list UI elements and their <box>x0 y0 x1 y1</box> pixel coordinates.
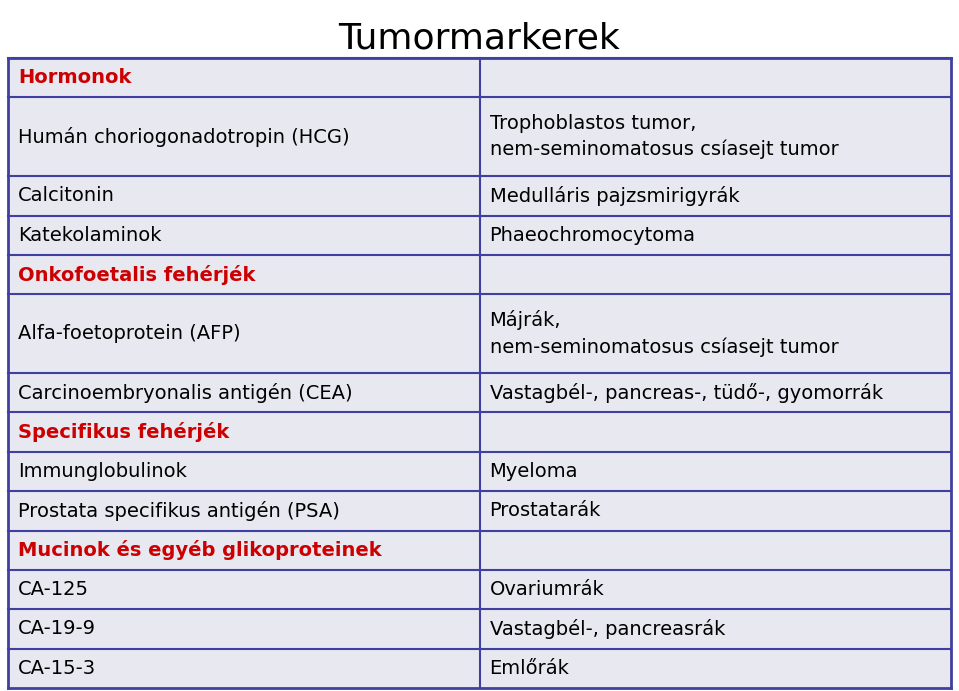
Text: Ovariumrák: Ovariumrák <box>489 580 604 599</box>
Text: Vastagbél-, pancreasrák: Vastagbél-, pancreasrák <box>489 619 725 639</box>
Text: CA-19-9: CA-19-9 <box>18 619 96 638</box>
Text: Májrák,
nem-seminomatosus csíasejt tumor: Májrák, nem-seminomatosus csíasejt tumor <box>489 310 838 357</box>
Text: Hormonok: Hormonok <box>18 68 131 87</box>
Text: Tumormarkerek: Tumormarkerek <box>339 21 620 55</box>
Text: Humán choriogonadotropin (HCG): Humán choriogonadotropin (HCG) <box>18 126 350 146</box>
Text: Katekolaminok: Katekolaminok <box>18 226 161 245</box>
Text: Prostata specifikus antigén (PSA): Prostata specifikus antigén (PSA) <box>18 501 339 521</box>
Text: Medulláris pajzsmirigyrák: Medulláris pajzsmirigyrák <box>489 186 739 206</box>
Text: Vastagbél-, pancreas-, tüdő-, gyomorrák: Vastagbél-, pancreas-, tüdő-, gyomorrák <box>489 383 882 403</box>
Text: Myeloma: Myeloma <box>489 462 578 481</box>
Text: Phaeochromocytoma: Phaeochromocytoma <box>489 226 695 245</box>
Text: Calcitonin: Calcitonin <box>18 187 115 205</box>
Text: Trophoblastos tumor,
nem-seminomatosus csíasejt tumor: Trophoblastos tumor, nem-seminomatosus c… <box>489 114 838 160</box>
Text: Carcinoembryonalis antigén (CEA): Carcinoembryonalis antigén (CEA) <box>18 383 353 403</box>
Text: CA-125: CA-125 <box>18 580 89 599</box>
Text: Emlőrák: Emlőrák <box>489 659 570 678</box>
Text: Immunglobulinok: Immunglobulinok <box>18 462 187 481</box>
Text: Specifikus fehérjék: Specifikus fehérjék <box>18 422 229 442</box>
Text: Mucinok és egyéb glikoproteinek: Mucinok és egyéb glikoproteinek <box>18 540 382 560</box>
Text: Onkofoetalis fehérjék: Onkofoetalis fehérjék <box>18 265 255 285</box>
Text: Prostatarák: Prostatarák <box>489 501 601 520</box>
Text: CA-15-3: CA-15-3 <box>18 659 96 678</box>
Text: Alfa-foetoprotein (AFP): Alfa-foetoprotein (AFP) <box>18 324 241 343</box>
